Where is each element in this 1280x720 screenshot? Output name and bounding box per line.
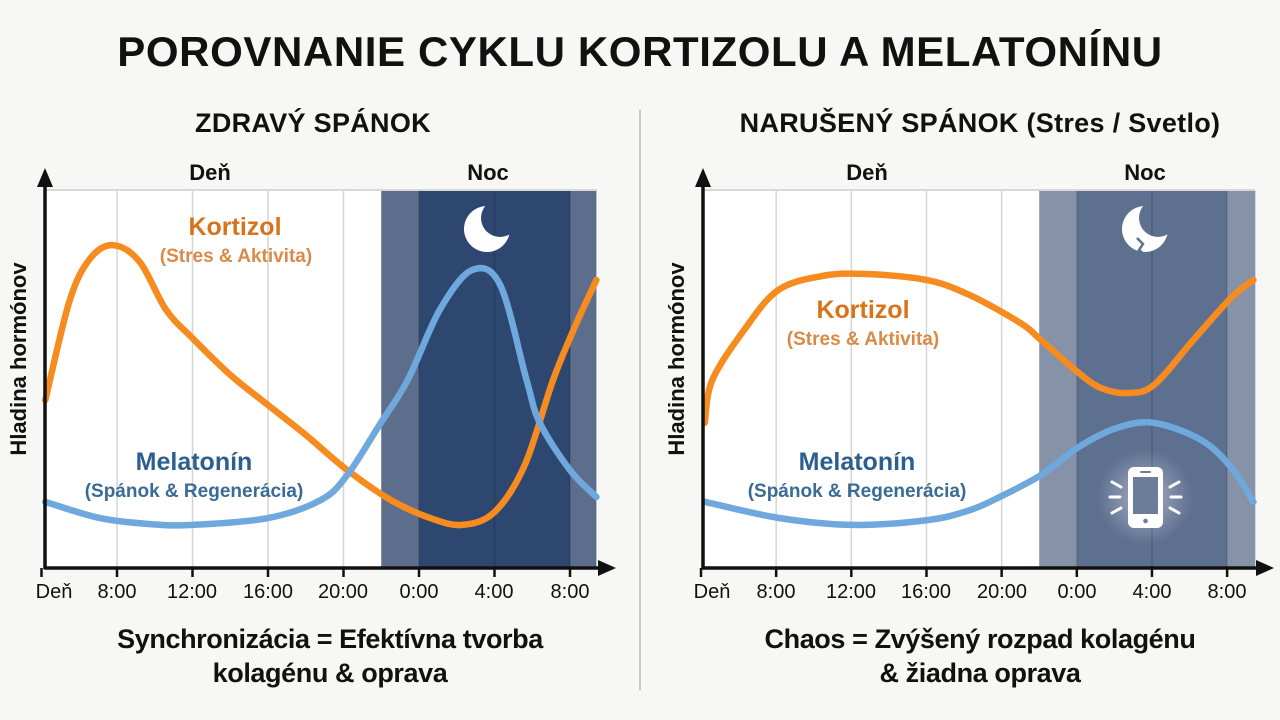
- melatonin-curve: [42, 264, 600, 529]
- night-band: [570, 190, 597, 568]
- x-ticks: [40, 568, 572, 577]
- main-title: POROVNANIE CYKLU KORTIZOLU A MELATONÍNU: [117, 28, 1163, 75]
- x-tick-label: 16:00: [901, 581, 951, 603]
- caption-healthy: Synchronizácia = Efektívna tvorba kolagé…: [40, 622, 620, 690]
- x-tick-label: 0:00: [400, 581, 439, 603]
- hormone-curves: [701, 270, 1257, 529]
- melatonin-label: Melatonín: [136, 448, 253, 476]
- cortisol-sublabel: (Stres & Aktivita): [160, 246, 312, 267]
- period-label-night: Noc: [467, 160, 509, 185]
- melatonin-sublabel: (Spánok & Regenerácia): [85, 481, 304, 502]
- x-tick-label: Deň: [36, 581, 73, 603]
- x-tick-label: 4:00: [1133, 581, 1172, 603]
- cortisol-label: Kortizol: [188, 213, 281, 241]
- y-axis-arrow-icon: [37, 168, 53, 187]
- x-tick-label: 0:00: [1058, 581, 1097, 603]
- hormone-curves: [42, 241, 600, 529]
- x-tick-label: 12:00: [826, 581, 876, 603]
- period-label-day: Deň: [846, 160, 888, 185]
- x-tick-label: 8:00: [757, 581, 796, 603]
- period-label-day: Deň: [189, 160, 231, 185]
- panel-title-healthy: ZDRAVÝ SPÁNOK: [195, 108, 431, 138]
- cortisol-sublabel: (Stres & Aktivita): [787, 329, 939, 350]
- x-tick-label: 4:00: [475, 581, 514, 603]
- axes: [695, 168, 1274, 576]
- x-tick-label: 16:00: [243, 581, 293, 603]
- x-tick-labels: Deň 8:00 12:00 16:00 20:00 0:00 4:00 8:0…: [36, 581, 590, 603]
- period-label-night: Noc: [1124, 160, 1166, 185]
- x-tick-label: 8:00: [551, 581, 590, 603]
- panel-title-disrupted: NARUŠENÝ SPÁNOK (Stres / Svetlo): [739, 108, 1221, 138]
- chart-healthy-sleep: Deň Noc Kortizol (Stres & Aktivita) Mela…: [6, 160, 616, 603]
- night-band: [1227, 190, 1256, 568]
- melatonin-sublabel: (Spánok & Regenerácia): [748, 481, 967, 502]
- chart-disrupted-sleep: Deň Noc Kortizol (Stres & Aktivita) Mela…: [664, 160, 1274, 603]
- x-tick-label: 12:00: [167, 581, 217, 603]
- caption-line: Chaos = Zvýšený rozpad kolagénu: [764, 624, 1196, 654]
- caption-line: kolagénu & oprava: [212, 658, 448, 688]
- x-tick-label: 20:00: [318, 581, 368, 603]
- x-axis-arrow-icon: [598, 560, 616, 576]
- x-ticks: [699, 568, 1229, 577]
- x-tick-label: 8:00: [1208, 581, 1247, 603]
- moon-icon: [440, 190, 540, 280]
- x-tick-labels: Deň 8:00 12:00 16:00 20:00 0:00 4:00 8:0…: [694, 581, 1247, 603]
- y-axis-arrow-icon: [695, 168, 711, 187]
- y-axis-label: Hladina hormónov: [6, 262, 31, 456]
- x-tick-label: 20:00: [977, 581, 1027, 603]
- x-tick-label: 8:00: [98, 581, 137, 603]
- cortisol-curve: [701, 270, 1257, 427]
- axes: [37, 168, 616, 576]
- cortisol-label: Kortizol: [816, 296, 909, 324]
- y-axis-label: Hladina hormónov: [664, 262, 689, 456]
- caption-line: & žiadna oprava: [879, 658, 1081, 688]
- panel-divider: [639, 110, 641, 690]
- caption-disrupted: Chaos = Zvýšený rozpad kolagénu & žiadna…: [690, 622, 1270, 690]
- caption-line: Synchronizácia = Efektívna tvorba: [117, 624, 543, 654]
- night-band: [1039, 190, 1077, 568]
- x-axis-arrow-icon: [1256, 560, 1274, 576]
- broken-moon-icon: [1100, 190, 1200, 280]
- melatonin-curve: [701, 419, 1257, 529]
- melatonin-label: Melatonín: [799, 448, 916, 476]
- x-tick-label: Deň: [694, 581, 731, 603]
- cortisol-curve: [42, 241, 600, 529]
- smartphone-light-icon: [1097, 449, 1193, 545]
